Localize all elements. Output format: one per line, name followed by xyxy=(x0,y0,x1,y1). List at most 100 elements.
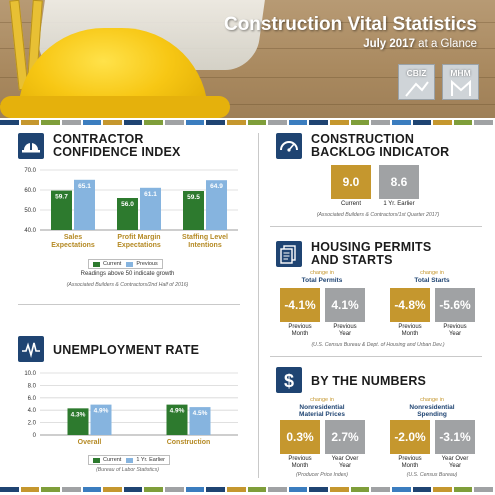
contractor-note: Readings above 50 indicate growth xyxy=(80,271,175,277)
strip-segment xyxy=(453,487,473,492)
strip-segment xyxy=(309,120,328,125)
bar-value-label: 59.5 xyxy=(187,194,200,201)
housing-title: HOUSING PERMITS AND STARTS xyxy=(311,240,432,267)
strip-segment xyxy=(453,120,473,125)
strip-segment xyxy=(474,120,493,125)
starts-year-value: -5.6% xyxy=(435,288,475,322)
strip-segment xyxy=(144,487,163,492)
y-tick-label: 70.0 xyxy=(24,168,36,174)
bar-value-label: 61.1 xyxy=(144,191,157,198)
wood-plank-line xyxy=(0,104,495,105)
bar-current xyxy=(117,198,138,230)
x-category-label: Expectations xyxy=(51,242,95,249)
strip-segment xyxy=(474,487,493,492)
material-source: (Producer Price Index) xyxy=(296,472,348,478)
spending-year-value: -3.1% xyxy=(435,420,475,454)
contractor-confidence-chart: 40.050.060.070.059.765.1SalesExpectation… xyxy=(24,168,238,249)
strip-segment xyxy=(206,487,225,492)
bar-1-yr-earlier xyxy=(90,404,112,435)
strip-segment xyxy=(288,487,308,492)
bar-value-label: 64.9 xyxy=(210,183,223,190)
bar-value-label: 4.9% xyxy=(170,408,185,415)
unemployment-chart: 0 2.0 4.0 6.0 8.0 10.0 4.3% 4.9% Overall 4.9% 4.5%… xyxy=(24,371,238,446)
backlog-earlier-label: 1 Yr. Earlier xyxy=(383,201,415,207)
strip-segment xyxy=(309,487,328,492)
y-tick-label: 40.0 xyxy=(24,228,36,234)
strip-segment xyxy=(226,120,246,125)
strip-segment xyxy=(268,487,287,492)
svg-text:$: $ xyxy=(284,371,294,391)
x-category-label: Sales xyxy=(64,234,82,241)
spending-month-value: -2.0% xyxy=(390,420,430,454)
y-tick-label: 60.0 xyxy=(24,188,36,194)
section-divider xyxy=(270,226,482,227)
strip-segment xyxy=(185,120,205,125)
strip-segment xyxy=(226,487,246,492)
permits-month-label: Previous Month xyxy=(288,324,312,337)
bar-value-label: 4.3% xyxy=(71,411,86,418)
strip-segment xyxy=(61,120,81,125)
strip-segment xyxy=(103,120,122,125)
strip-segment xyxy=(247,487,267,492)
spending-month-label: Previous Month xyxy=(398,456,422,469)
y-tick-label: 50.0 xyxy=(24,208,36,214)
housing-starts-caption: change in Total Starts xyxy=(414,270,450,284)
strip-segment xyxy=(412,487,432,492)
strip-segment xyxy=(268,120,287,125)
legend-swatch-previous xyxy=(126,261,134,267)
bar-value-label: 4.5% xyxy=(193,410,208,417)
permits-year-label: Previous Year xyxy=(333,324,357,337)
legend-swatch-earlier xyxy=(126,457,134,463)
contractor-source: (Associated Builders & Contractors/2nd H… xyxy=(66,282,189,288)
starts-year-label: Previous Year xyxy=(443,324,467,337)
strip-segment xyxy=(41,487,60,492)
strip-segment xyxy=(0,487,19,492)
strip-segment xyxy=(0,120,19,125)
backlog-current-value: 9.0 xyxy=(331,165,371,199)
strip-segment xyxy=(144,120,163,125)
unemployment-chart-legend: Current 1 Yr. Earlier xyxy=(88,455,170,465)
strip-segment xyxy=(371,487,390,492)
material-year-label: Year Over Year xyxy=(331,456,359,469)
cbiz-logo: CBIZ xyxy=(398,64,435,100)
strip-segment xyxy=(206,120,225,125)
material-month-label: Previous Month xyxy=(288,456,312,469)
spending-source: (U.S. Census Bureau) xyxy=(406,472,458,478)
housing-source: (U.S. Census Bureau & Dept. of Housing a… xyxy=(311,342,445,348)
bar-1-yr-earlier xyxy=(189,407,211,435)
bar-current xyxy=(67,408,89,435)
backlog-title: CONSTRUCTION BACKLOG INDICATOR xyxy=(311,132,450,159)
strip-segment xyxy=(350,120,370,125)
legend-swatch-current xyxy=(93,457,100,463)
backlog-earlier-value: 8.6 xyxy=(379,165,419,199)
starts-month-label: Previous Month xyxy=(398,324,422,337)
hardhat-icon xyxy=(18,133,44,159)
x-category-label: Profit Margin xyxy=(117,234,160,241)
x-category-label: Staffing Level xyxy=(182,234,228,241)
strip-segment xyxy=(20,487,40,492)
strip-segment xyxy=(391,487,411,492)
header-banner: Construction Vital Statistics July 2017 … xyxy=(0,0,495,118)
strip-segment xyxy=(82,487,102,492)
y-tick-label: 0 xyxy=(33,433,37,439)
bar-current xyxy=(166,404,188,435)
permits-year-value: 4.1% xyxy=(325,288,365,322)
line-chart-icon xyxy=(18,336,44,362)
strip-segment xyxy=(391,120,411,125)
legend-swatch-current xyxy=(93,261,100,267)
strip-segment xyxy=(165,487,184,492)
strip-segment xyxy=(330,120,349,125)
page-subtitle: July 2017 at a Glance xyxy=(363,38,477,50)
material-year-value: 2.7% xyxy=(325,420,365,454)
section-divider xyxy=(18,304,240,305)
contractor-confidence-title: CONTRACTOR CONFIDENCE INDEX xyxy=(53,132,181,159)
strip-segment xyxy=(247,120,267,125)
color-strip-bottom xyxy=(0,487,495,492)
bar-previous xyxy=(74,179,95,230)
strip-segment xyxy=(165,120,184,125)
material-month-value: 0.3% xyxy=(280,420,320,454)
strip-segment xyxy=(123,487,143,492)
strip-segment xyxy=(433,120,452,125)
dollar-icon: $ xyxy=(276,367,302,393)
bar-previous xyxy=(206,180,227,230)
